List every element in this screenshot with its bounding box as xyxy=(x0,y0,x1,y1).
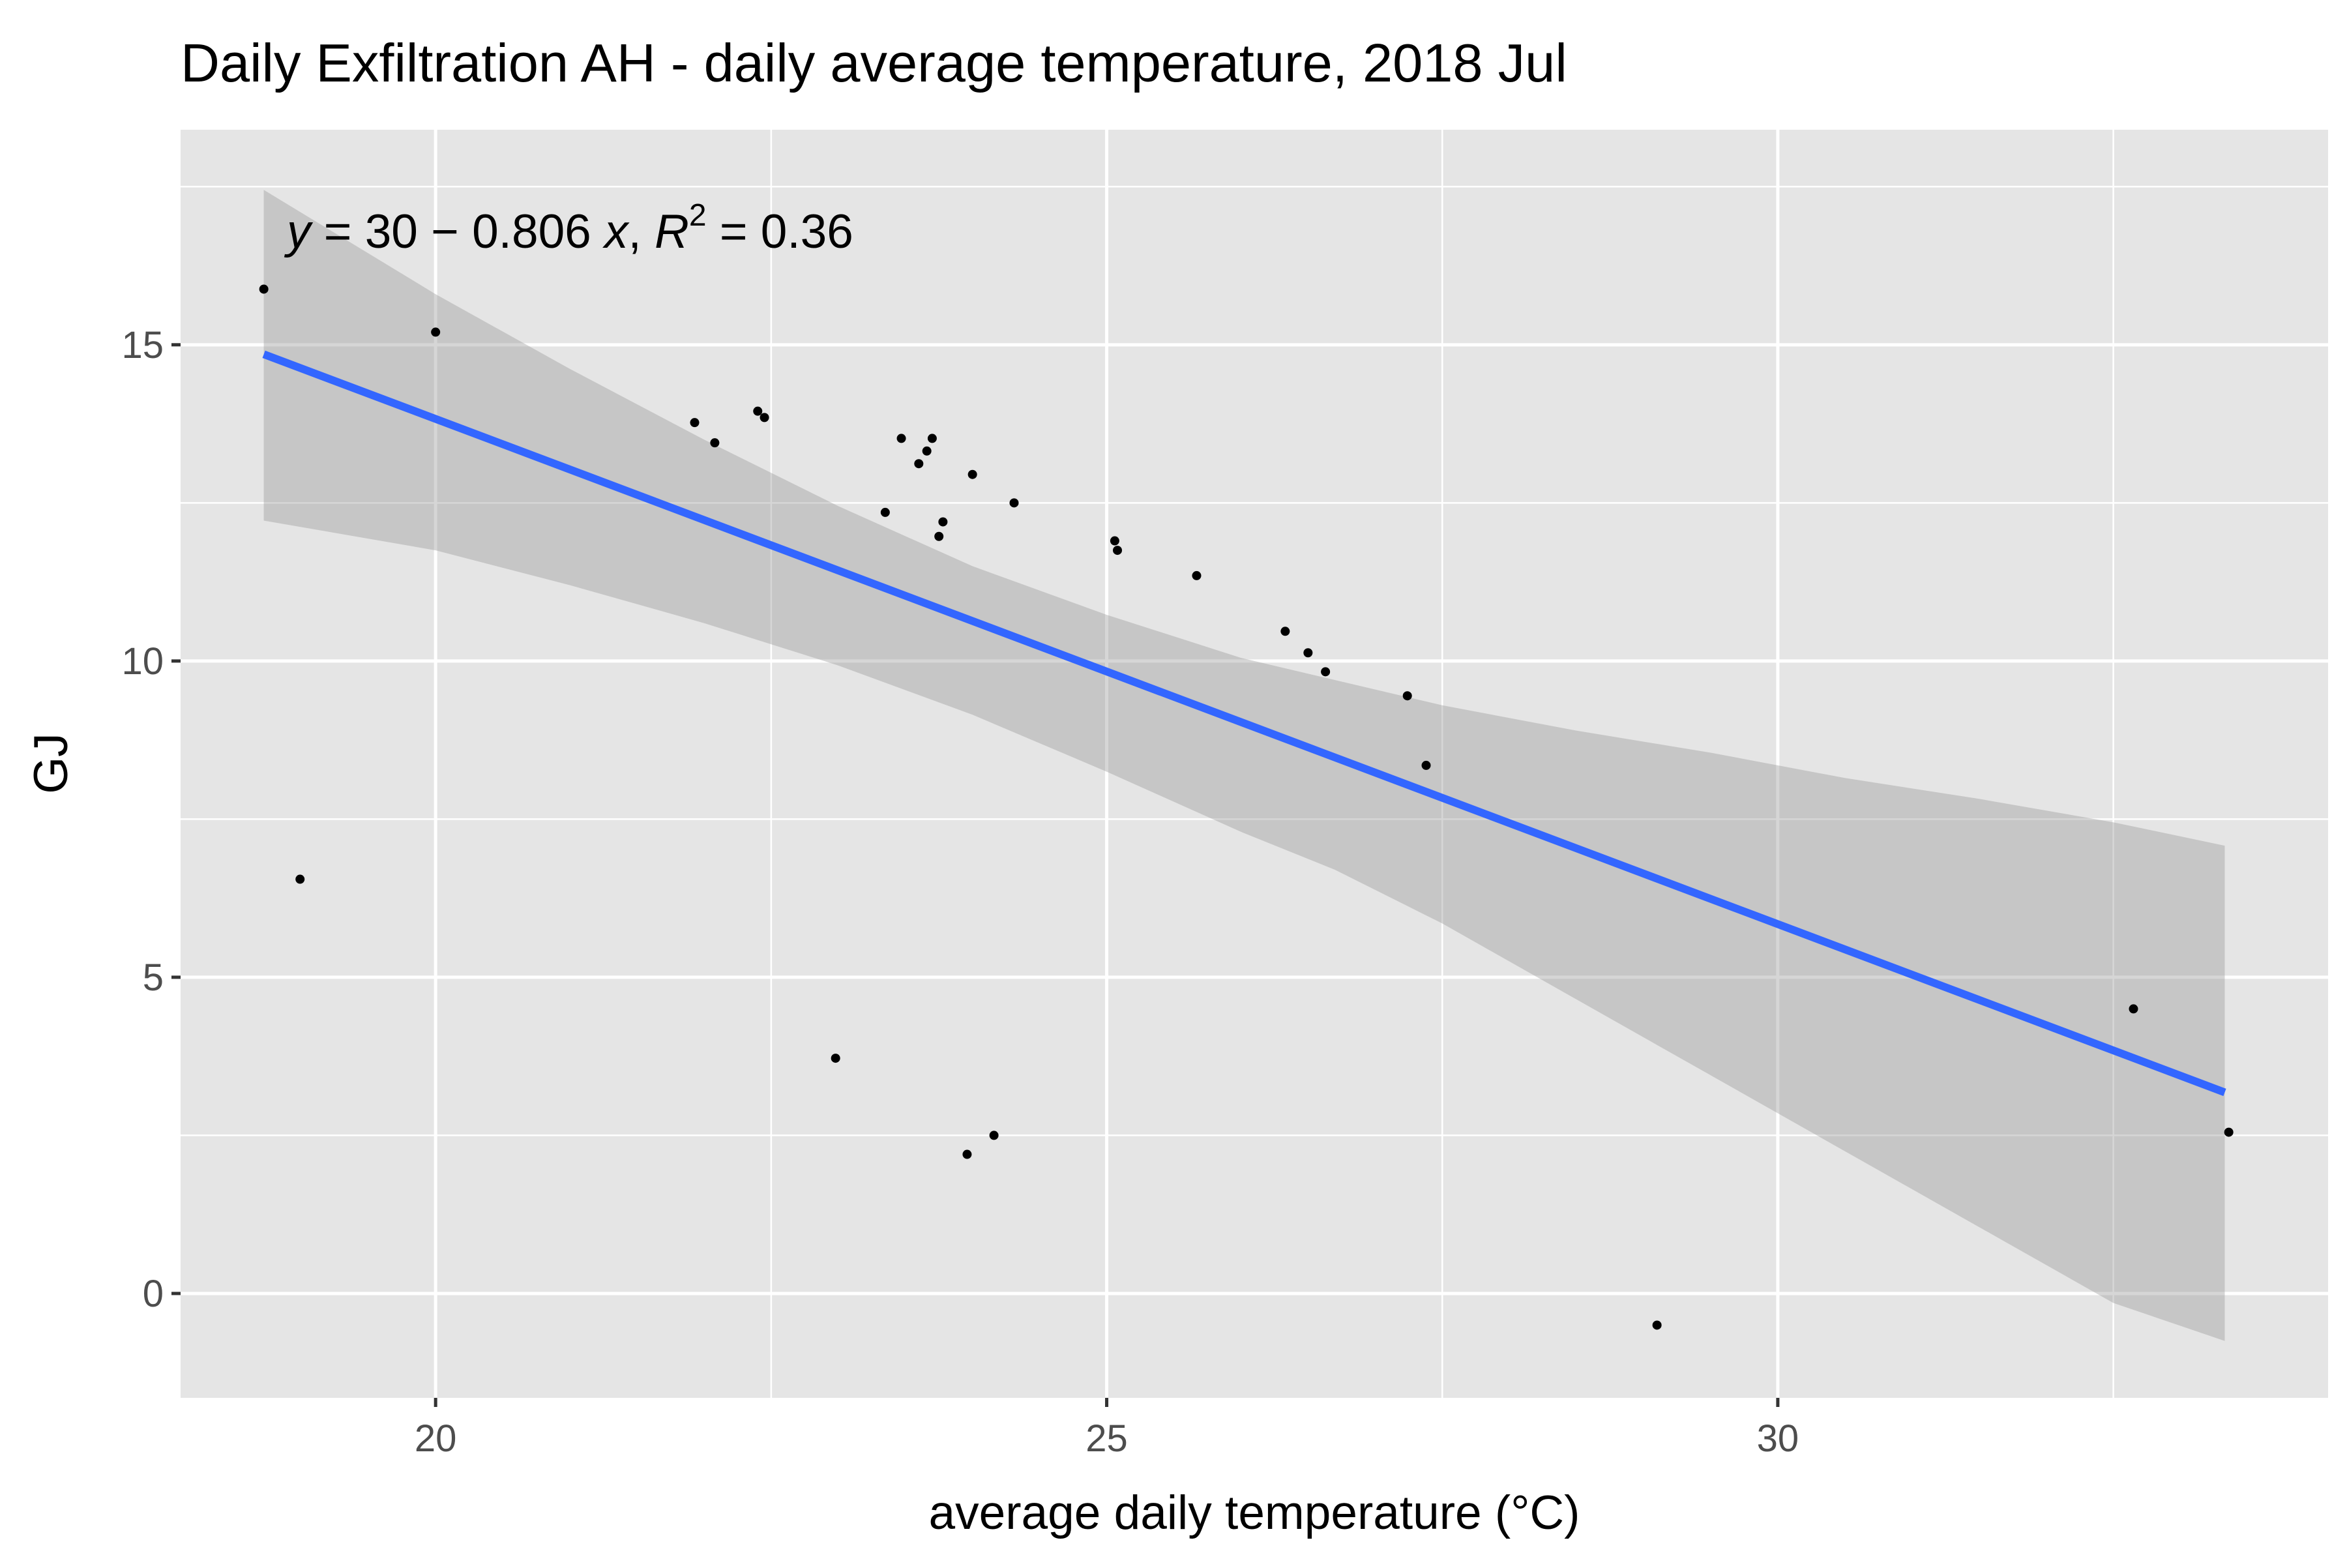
data-point xyxy=(896,434,906,443)
y-axis: 0 5 10 15 xyxy=(121,324,181,1315)
x-axis: 20 25 30 xyxy=(415,1398,1799,1460)
data-point xyxy=(914,459,924,469)
data-points xyxy=(259,284,2234,1330)
data-point xyxy=(938,517,948,527)
data-point xyxy=(2224,1127,2234,1137)
data-point xyxy=(880,507,890,517)
data-point xyxy=(710,438,720,448)
equation-r-variable: R xyxy=(655,205,689,258)
data-point xyxy=(967,469,977,479)
data-point xyxy=(1009,498,1019,508)
x-tick-label: 25 xyxy=(1085,1417,1128,1460)
y-tick-label: 5 xyxy=(143,956,164,999)
data-point xyxy=(962,1149,972,1159)
equation-x-variable: x xyxy=(602,205,630,258)
regression-equation: y = 30 − 0.806 x, R2 = 0.36 xyxy=(284,198,853,258)
data-point xyxy=(1280,627,1290,636)
confidence-band-layer xyxy=(263,190,2225,1341)
data-point xyxy=(2129,1004,2138,1014)
equation-r-exponent: 2 xyxy=(689,198,707,233)
equation-r-squared-value: = 0.36 xyxy=(707,205,853,258)
x-tick-label: 20 xyxy=(415,1417,457,1460)
data-point xyxy=(831,1054,840,1063)
data-point xyxy=(989,1131,999,1140)
confidence-band xyxy=(263,190,2225,1341)
data-point xyxy=(431,327,441,337)
regression-line xyxy=(262,350,2226,1097)
data-point xyxy=(927,434,937,443)
data-point xyxy=(1652,1320,1662,1330)
data-point xyxy=(934,531,944,541)
major-gridlines xyxy=(181,130,2328,1398)
data-point xyxy=(1110,536,1119,546)
regression-line-layer xyxy=(262,350,2226,1097)
data-point xyxy=(1113,546,1123,555)
data-point xyxy=(259,284,269,294)
chart-title: Daily Exfiltration AH - daily average te… xyxy=(181,33,1567,93)
data-point xyxy=(295,874,305,884)
plot-panel xyxy=(181,130,2328,1398)
minor-gridlines xyxy=(181,130,2328,1398)
data-point xyxy=(922,446,932,456)
data-point xyxy=(1421,760,1431,770)
y-tick-label: 15 xyxy=(121,324,164,366)
data-point xyxy=(690,418,700,428)
y-axis-title: GJ xyxy=(25,733,78,793)
y-tick-label: 10 xyxy=(121,640,164,683)
data-point xyxy=(1402,691,1412,701)
data-point xyxy=(753,406,763,416)
data-point xyxy=(1192,570,1202,580)
x-tick-label: 30 xyxy=(1757,1417,1799,1460)
data-point xyxy=(1321,667,1331,677)
data-point xyxy=(760,413,769,422)
equation-separator: , xyxy=(628,205,655,258)
y-tick-label: 0 xyxy=(143,1273,164,1315)
data-point xyxy=(1303,648,1313,658)
equation-slope-intercept: = 30 − 0.806 xyxy=(311,205,605,258)
x-axis-title: average daily temperature (°C) xyxy=(929,1487,1580,1539)
equation-y-variable: y xyxy=(284,205,314,258)
